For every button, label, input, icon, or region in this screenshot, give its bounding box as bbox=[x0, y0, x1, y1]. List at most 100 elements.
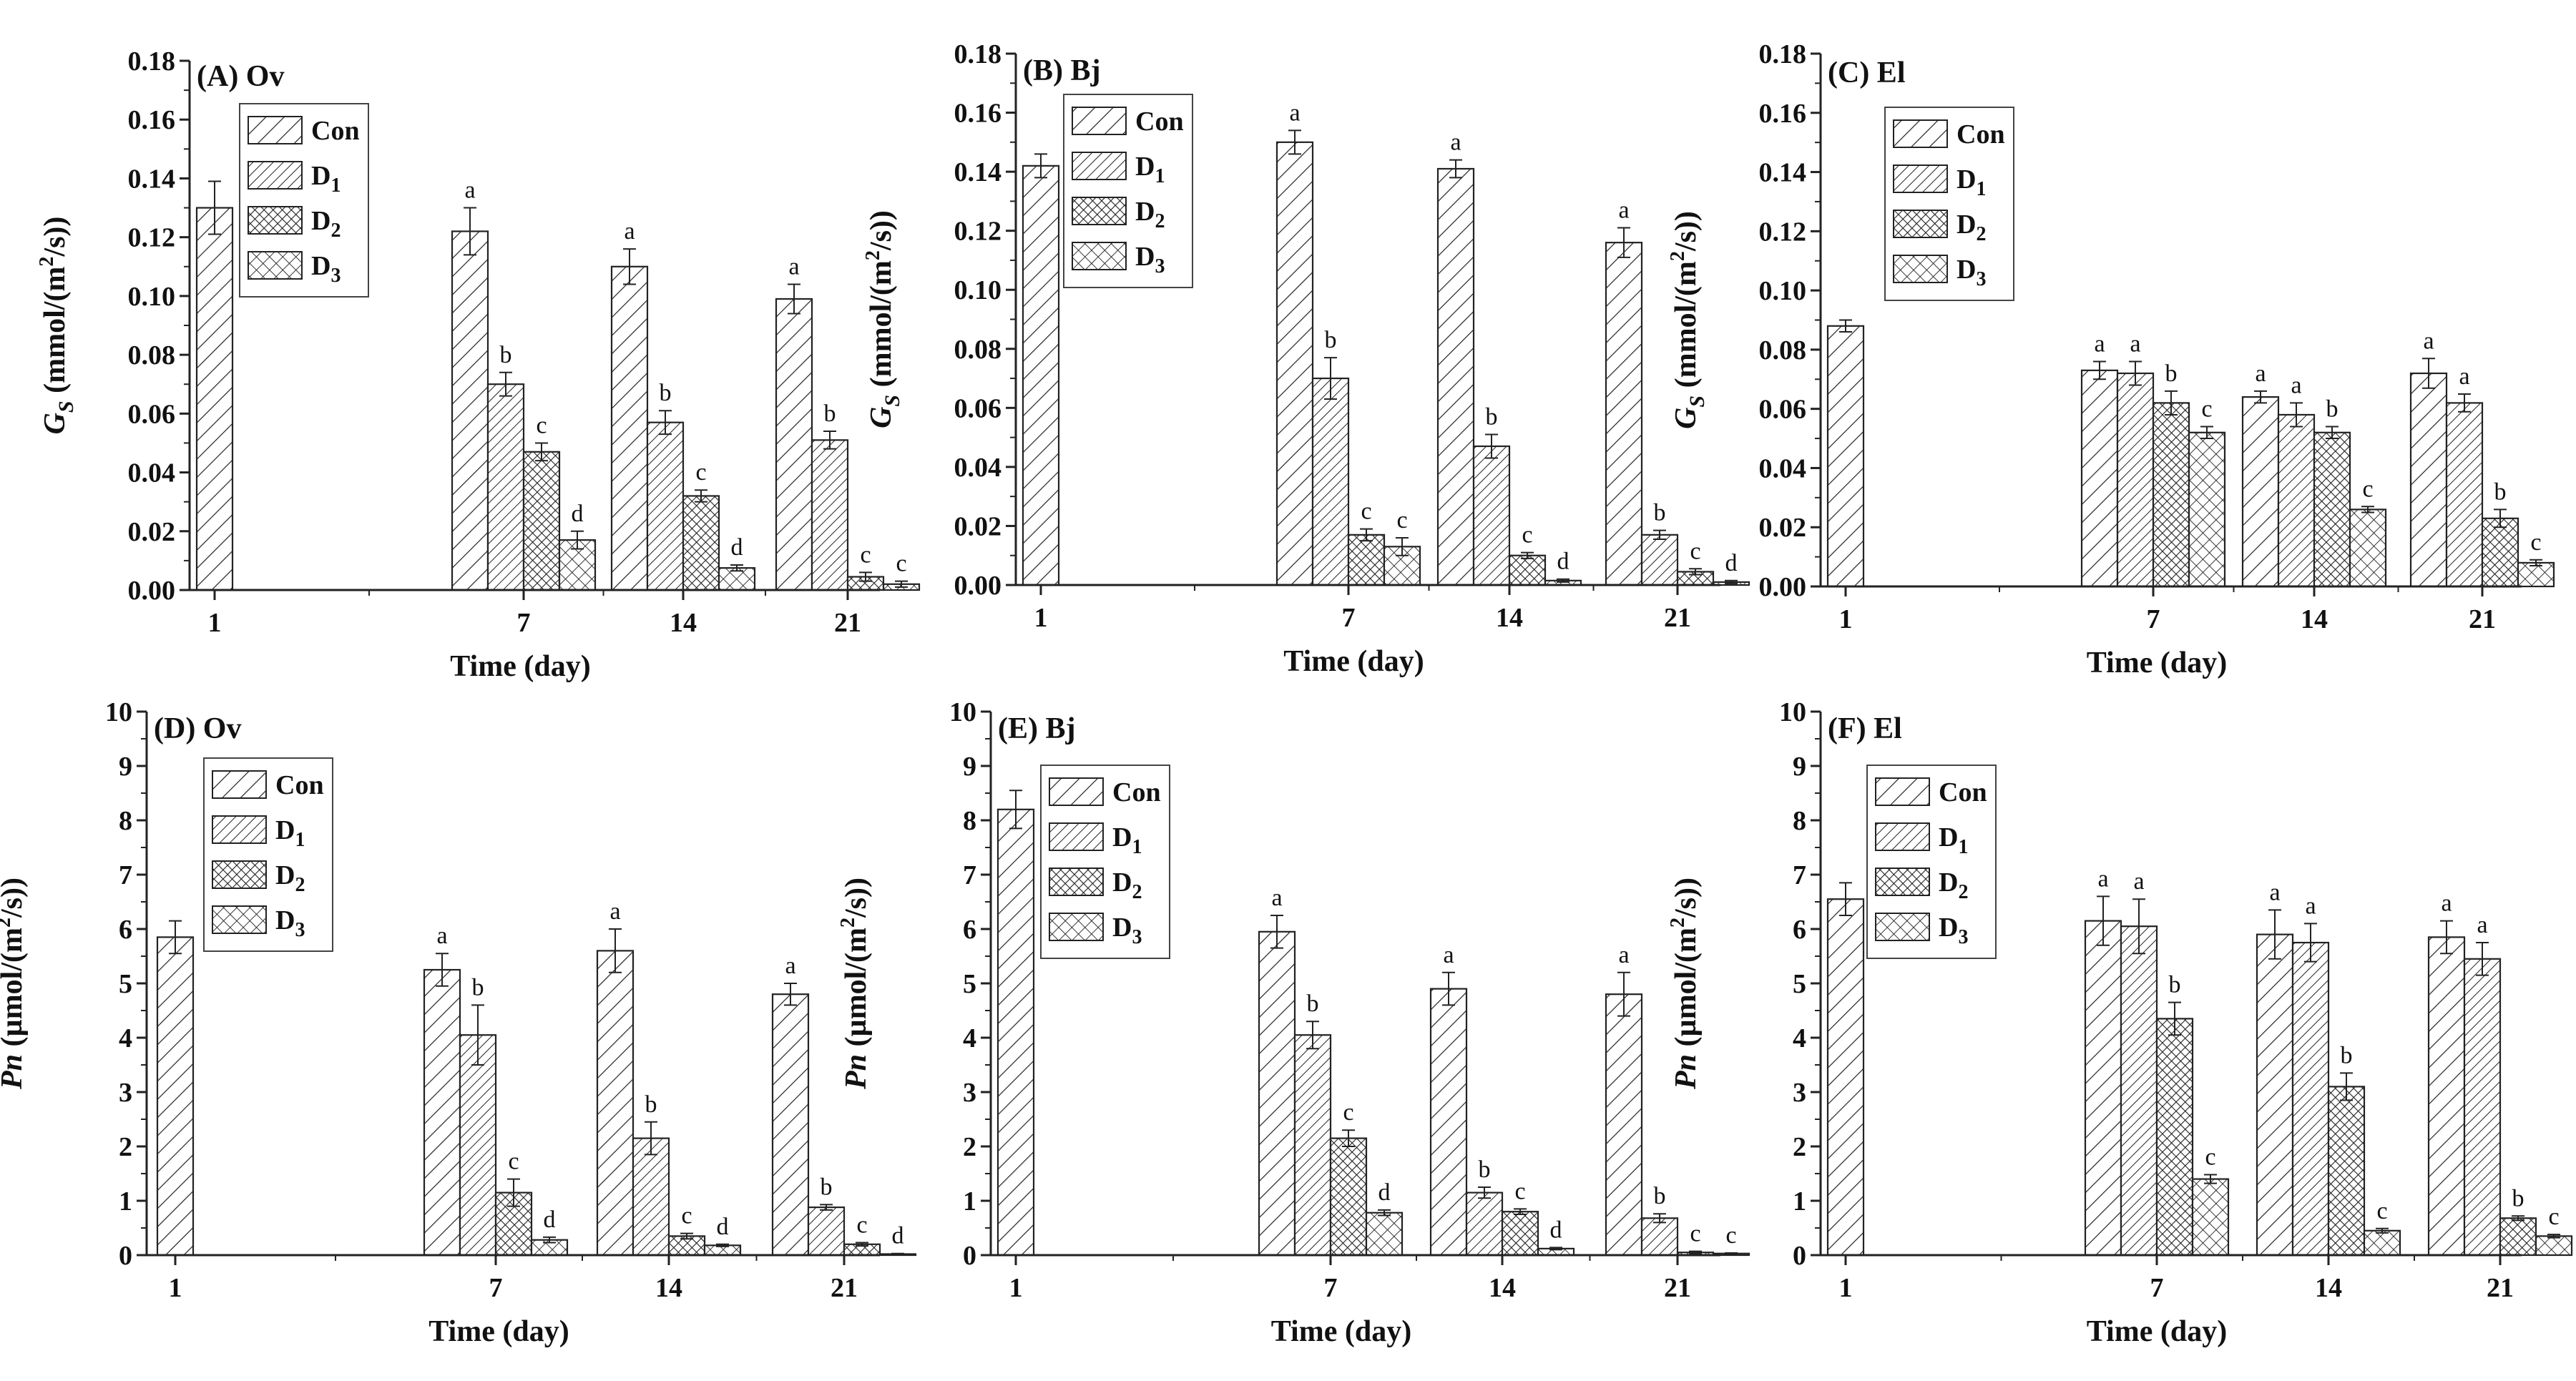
y-tick-label: 0.08 bbox=[128, 340, 176, 370]
panel-label: (F) El bbox=[1828, 712, 1902, 745]
y-tick-label: 0.04 bbox=[954, 453, 1002, 483]
y-tick-label: 4 bbox=[963, 1023, 976, 1053]
panel-label: (A) Ov bbox=[197, 60, 284, 93]
legend-label-main: D bbox=[1939, 913, 1958, 943]
legend-label-sub: 1 bbox=[1958, 836, 1968, 858]
significance-letter: a bbox=[2459, 363, 2469, 390]
significance-letter: c bbox=[896, 551, 906, 577]
legend-swatch-d3 bbox=[1072, 242, 1127, 270]
bar-con-day-21 bbox=[1605, 993, 1643, 1257]
y-tick-label: 0.18 bbox=[1759, 39, 1807, 69]
legend-swatch-d2 bbox=[1875, 868, 1930, 896]
legend-label-sub: 2 bbox=[295, 874, 305, 896]
legend-label-main: Con bbox=[275, 770, 324, 800]
legend-label-main: Con bbox=[1939, 777, 1987, 807]
legend-label-sub: 1 bbox=[295, 829, 305, 851]
significance-letter: d bbox=[1725, 550, 1738, 576]
significance-letter: b bbox=[2512, 1185, 2524, 1212]
legend-swatch-d1 bbox=[1893, 164, 1948, 193]
legend-label: D3 bbox=[1112, 913, 1142, 948]
y-tick-label: 8 bbox=[119, 806, 132, 836]
significance-letter: a bbox=[1618, 942, 1629, 968]
bar-d2-day-7 bbox=[522, 451, 561, 591]
bar-d3-day-14 bbox=[2363, 1229, 2401, 1257]
y-tick-label: 0.02 bbox=[954, 511, 1002, 541]
legend-label-sub: 3 bbox=[1155, 255, 1165, 277]
legend-swatch-con bbox=[1072, 107, 1127, 135]
legend-swatch-d1 bbox=[1875, 822, 1930, 851]
significance-letter: c bbox=[2530, 529, 2541, 556]
significance-letter: a bbox=[2291, 372, 2301, 398]
legend-label-main: D bbox=[1957, 210, 1976, 240]
significance-letter: a bbox=[1271, 885, 1282, 911]
y-tick-label: 0.14 bbox=[954, 157, 1002, 187]
bar-d1-day-21 bbox=[2445, 402, 2484, 588]
bar-d2-day-14 bbox=[1501, 1211, 1539, 1257]
legend-swatch-con bbox=[1893, 119, 1948, 148]
y-axis-title: Pn (µmol/(m2/s)) bbox=[0, 878, 29, 1090]
bar-d2-day-14 bbox=[2327, 1086, 2366, 1257]
y-tick-label: 0.16 bbox=[1759, 99, 1807, 129]
y-axis-title-symbol: Pn bbox=[0, 1054, 29, 1090]
bar-d1-day-21 bbox=[807, 1206, 846, 1257]
significance-letter: a bbox=[2269, 879, 2280, 905]
x-tick-label: 14 bbox=[1489, 1273, 1516, 1303]
y-tick-label: 7 bbox=[963, 860, 976, 890]
bar-d2-day-7 bbox=[1347, 534, 1386, 586]
y-axis-title: Pn (µmol/(m2/s)) bbox=[837, 878, 873, 1090]
significance-letter: d bbox=[1557, 549, 1569, 575]
legend-label: D3 bbox=[1957, 255, 1986, 290]
significance-letter: a bbox=[785, 953, 795, 979]
bar-d1-day-21 bbox=[810, 439, 849, 591]
y-tick-label: 3 bbox=[963, 1078, 976, 1108]
y-tick-label: 0.04 bbox=[1759, 453, 1807, 483]
bar-d3-day-7 bbox=[558, 539, 597, 591]
y-axis-title-superscript: 2 bbox=[1667, 251, 1689, 261]
x-tick-label: 1 bbox=[1034, 603, 1048, 633]
x-tick-label: 21 bbox=[2487, 1273, 2514, 1303]
legend-label-main: D bbox=[1957, 164, 1976, 195]
y-tick-label: 0.08 bbox=[954, 335, 1002, 365]
y-tick-label: 0.10 bbox=[1759, 276, 1807, 306]
y-axis-title-symbol: G bbox=[39, 413, 72, 434]
y-tick-label: 0.02 bbox=[128, 517, 176, 547]
bar-con-day-21 bbox=[2409, 372, 2448, 588]
bar-d3-day-21 bbox=[2535, 1235, 2573, 1257]
significance-letter: d bbox=[1378, 1179, 1391, 1206]
legend-swatch-d3 bbox=[1049, 913, 1104, 941]
legend-label-main: Con bbox=[1135, 107, 1184, 137]
significance-letter: b bbox=[1307, 991, 1319, 1017]
bar-con-day-7 bbox=[2084, 920, 2122, 1257]
significance-letter: a bbox=[609, 898, 620, 925]
significance-letter: a bbox=[2423, 328, 2434, 354]
legend-label: D2 bbox=[1112, 868, 1142, 903]
bar-con-day-1 bbox=[996, 808, 1035, 1257]
legend-label-main: D bbox=[311, 251, 330, 281]
x-tick-label: 7 bbox=[2147, 604, 2160, 634]
x-tick-label: 7 bbox=[1324, 1273, 1338, 1303]
significance-letter: a bbox=[1443, 942, 1454, 968]
x-axis-title: Time (day) bbox=[2087, 1315, 2227, 1348]
x-tick-label: 14 bbox=[2315, 1273, 2342, 1303]
bar-d1-day-14 bbox=[2291, 941, 2330, 1257]
significance-letter: d bbox=[544, 1206, 556, 1233]
y-tick-label: 1 bbox=[963, 1186, 976, 1217]
x-tick-label: 14 bbox=[1496, 603, 1523, 633]
bar-con-day-21 bbox=[775, 298, 813, 591]
significance-letter: c bbox=[1725, 1222, 1736, 1249]
y-tick-label: 10 bbox=[1779, 697, 1806, 727]
legend-swatch-con bbox=[212, 770, 267, 799]
significance-letter: c bbox=[1361, 498, 1371, 525]
bar-con-day-1 bbox=[156, 936, 195, 1257]
significance-letter: d bbox=[731, 534, 743, 561]
y-tick-label: 0.14 bbox=[1759, 158, 1807, 188]
x-tick-label: 21 bbox=[831, 1273, 858, 1303]
y-tick-label: 5 bbox=[119, 969, 132, 999]
x-tick-label: 21 bbox=[1664, 603, 1691, 633]
y-axis-title-unit: (µmol/(m bbox=[840, 928, 873, 1054]
significance-letter: a bbox=[1289, 99, 1300, 126]
bar-con-day-7 bbox=[2080, 369, 2119, 588]
